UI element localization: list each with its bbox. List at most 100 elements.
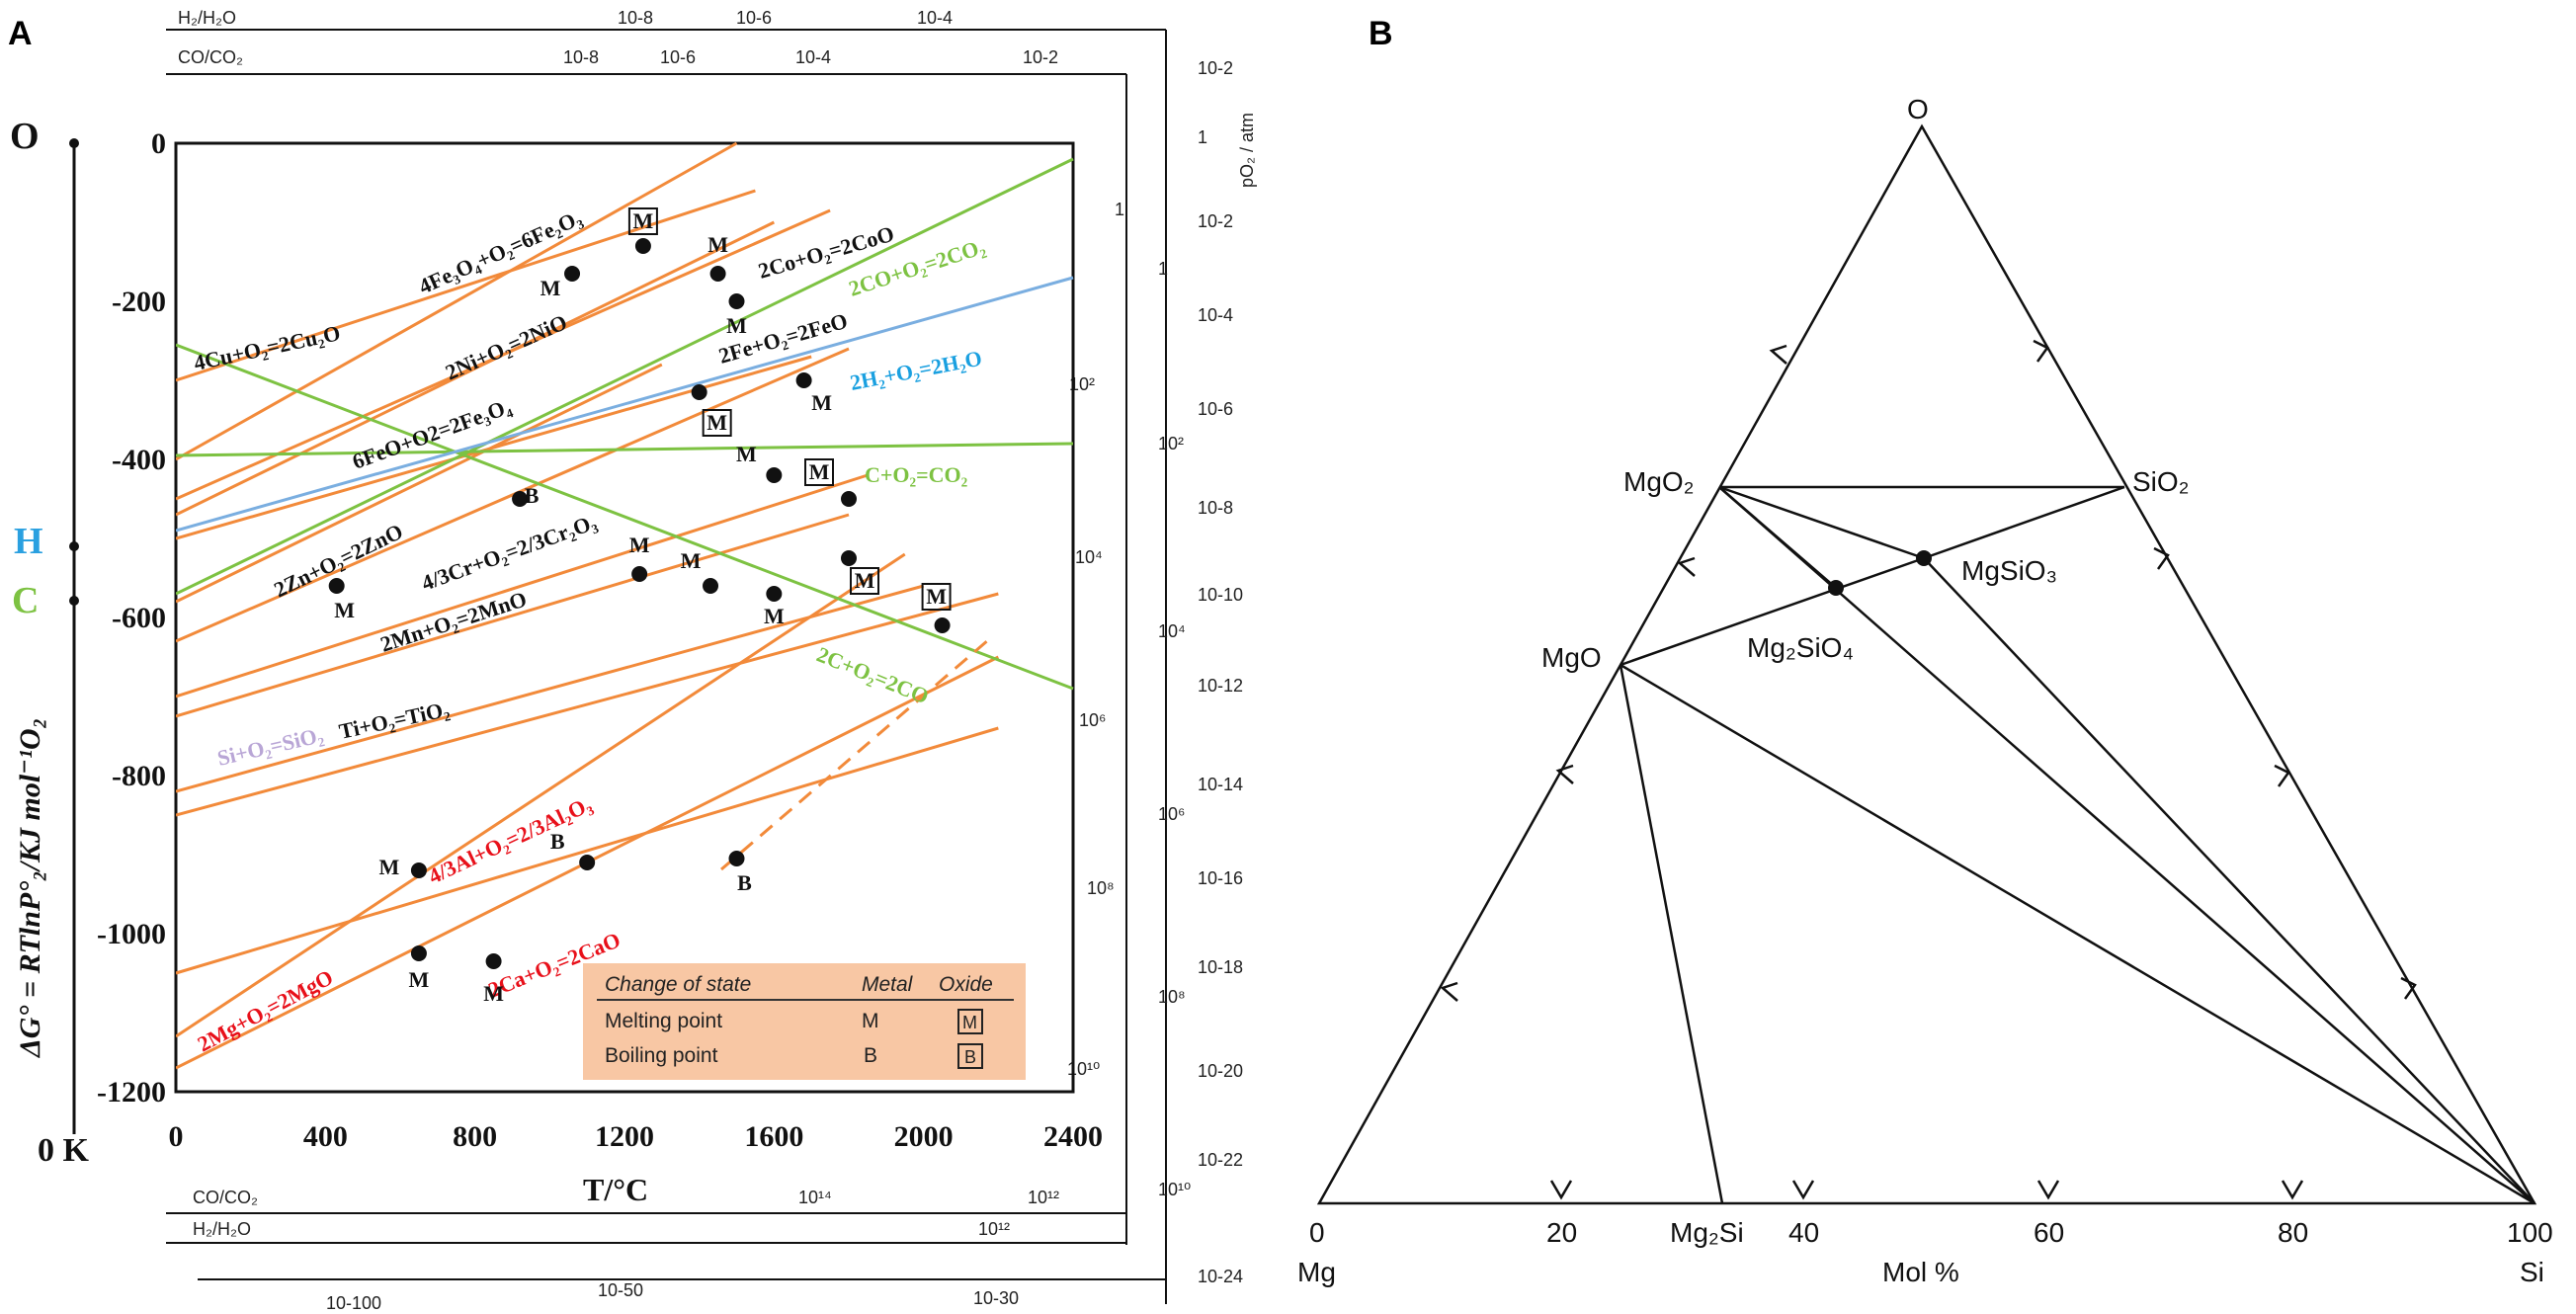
- top-coco2-label: CO/CO₂: [178, 47, 243, 67]
- series-line-10: [176, 592, 999, 817]
- top-h2-tick-2: 10-6: [736, 8, 772, 28]
- top-h2h2o-label: H₂/H₂O: [178, 8, 236, 28]
- ratio-tick-5: 10⁸: [1087, 878, 1115, 898]
- y-tick-3: -600: [112, 602, 166, 634]
- label-SiO2: SiO₂: [2132, 466, 2190, 497]
- po2-tick-6: 10-10: [1198, 585, 1243, 605]
- po2-tick-2: 10-2: [1198, 211, 1233, 231]
- label-c-co2: C+O₂=CO₂: [865, 462, 968, 487]
- tern-axis-title: Mol %: [1882, 1257, 1959, 1287]
- bottom-po2-tick-2: 10-50: [598, 1280, 643, 1300]
- h2-ratio-tick-1: 10²: [1158, 434, 1184, 453]
- label-MgSiO3: MgSiO₃: [1961, 555, 2057, 586]
- left-energy-axis: O H C 0 K: [10, 116, 90, 1169]
- legend-melting-oxide: M: [962, 1013, 977, 1032]
- label-MgO: MgO: [1541, 642, 1602, 673]
- x-tick-1: 400: [303, 1120, 348, 1153]
- vertex-Mg: Mg: [1297, 1257, 1336, 1287]
- top-co-tick-3: 10-4: [795, 47, 831, 67]
- series-line-14: [176, 157, 1074, 596]
- label-fe3o4-b: 6FeO+O2=2Fe₃O₄: [349, 393, 515, 473]
- label-nio: 2Ni+O₂=2NiO: [442, 309, 571, 384]
- transition-label-7: M: [334, 598, 355, 622]
- transition-label-18: M: [409, 967, 430, 992]
- transition-label-6: B: [525, 483, 540, 508]
- point-H: H: [14, 521, 43, 562]
- y-tick-2: -400: [112, 444, 166, 476]
- po2-tick-3: 10-4: [1198, 305, 1233, 325]
- x-tick-3: 1200: [595, 1120, 654, 1153]
- transition-label-15: M: [379, 855, 400, 879]
- h2-ratio-tick-2: 10⁴: [1158, 621, 1186, 641]
- transition-label-1: M: [540, 276, 561, 300]
- series-line-2: [176, 220, 775, 517]
- transition-label-19: M: [483, 981, 504, 1006]
- transition-point-13: [841, 550, 857, 566]
- h2-ratio-tick-3: 10⁶: [1158, 804, 1185, 824]
- point-mg2sio4: [1828, 580, 1844, 596]
- ratio-tick-6: 10¹⁰: [1067, 1059, 1100, 1079]
- ratio-tick-0: 1: [1115, 200, 1124, 219]
- legend-header-metal: Metal: [862, 973, 914, 996]
- y-tick-4: -800: [112, 760, 166, 792]
- transition-point-7: [328, 578, 345, 594]
- po2-tick-11: 10-20: [1198, 1061, 1243, 1081]
- transition-label-4: M: [706, 410, 727, 435]
- transition-label-5: M: [811, 390, 832, 415]
- label-Mg2SiO4: Mg₂SiO₄: [1747, 632, 1854, 663]
- po2-tick-8: 10-14: [1198, 775, 1243, 794]
- bottom-co-tick-1: 10¹⁴: [798, 1188, 832, 1207]
- series-line-6: [176, 347, 850, 643]
- transition-label-13: M: [855, 568, 875, 593]
- transition-label-8: M: [629, 533, 650, 557]
- right-scales: pO₂ / atm 10-2 1 10-2 10-4 10-6 10-8 10-10 10-1…: [1067, 58, 1257, 1286]
- tie-mgo-si: [1620, 663, 2535, 1205]
- po2-tick-10: 10-18: [1198, 957, 1243, 977]
- po2-tick-7: 10-12: [1198, 676, 1243, 696]
- h2-ratio-tick-5: 10¹⁰: [1158, 1180, 1191, 1199]
- legend-row-melting: Melting point: [605, 1010, 722, 1032]
- plot-frame: [174, 141, 1075, 1094]
- bottom-co-tick-2: 10¹²: [1028, 1188, 1059, 1207]
- transition-point-3: [728, 293, 745, 309]
- zero-k-label: 0 K: [38, 1132, 90, 1169]
- tie-mgo2-si: [1718, 486, 2535, 1204]
- label-cu2o: 4Cu+O₂=2Cu₂O: [192, 320, 343, 375]
- transition-label-17: B: [737, 870, 752, 895]
- transition-point-0: [634, 238, 651, 254]
- legend: Change of state Metal Oxide Melting poin…: [583, 963, 1026, 1080]
- transition-point-1: [564, 266, 581, 282]
- y-axis-title: ΔG° = RTlnP°₂/KJ mol⁻¹O₂: [14, 718, 46, 1058]
- panel-b-label: B: [1369, 15, 1393, 52]
- series-line-8: [176, 513, 850, 718]
- ratio-tick-2: 10²: [1069, 374, 1095, 394]
- bottom-h2-tick-1: 10¹²: [978, 1219, 1010, 1239]
- po2-tick-12: 10-22: [1198, 1150, 1243, 1170]
- transition-label-0: M: [633, 208, 654, 233]
- point-mgsio3: [1916, 550, 1932, 566]
- label-h2o: 2H₂+O₂=2H₂O: [848, 346, 984, 395]
- label-cr2o3: 4/3Cr+O₂=2/3Cr₂O₃: [418, 509, 600, 595]
- ratio-tick-3: 10⁴: [1075, 547, 1103, 567]
- po2-tick-5: 10-8: [1198, 498, 1233, 518]
- tern-tick-40: 40: [1788, 1217, 1819, 1248]
- tern-tick-60: 60: [2034, 1217, 2064, 1248]
- cao-dashed-extension: [720, 638, 989, 871]
- series-line-17: [176, 276, 1074, 533]
- transition-point-2: [709, 266, 726, 282]
- bottom-h2h2o-label: H₂/H₂O: [193, 1219, 251, 1239]
- legend-boiling-oxide: B: [964, 1047, 976, 1067]
- tern-tick-80: 80: [2278, 1217, 2308, 1248]
- series-line-3: [176, 189, 756, 382]
- legend-boiling-metal: B: [864, 1044, 877, 1067]
- top-h2-tick-1: 10-8: [618, 8, 653, 28]
- bottom-po2-tick-1: 10-100: [326, 1293, 381, 1313]
- ternary-diagram: [1316, 123, 2537, 1205]
- x-tick-2: 800: [453, 1120, 497, 1153]
- ratio-tick-1: 1: [1158, 259, 1168, 279]
- series-line-12: [176, 552, 906, 1038]
- transition-point-17: [728, 851, 745, 866]
- transition-label-2: M: [707, 232, 728, 257]
- series-line-5: [176, 363, 663, 604]
- point-O: O: [10, 116, 40, 157]
